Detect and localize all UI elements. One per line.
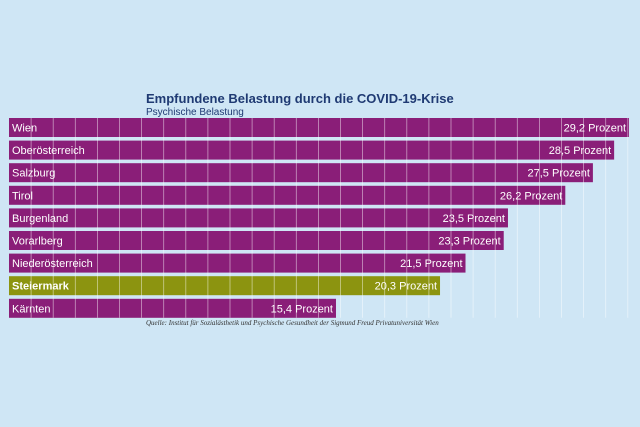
chart-title: Empfundene Belastung durch die COVID-19-…	[146, 91, 454, 106]
bars-group	[9, 118, 629, 318]
category-label-vorarlberg: Vorarlberg	[12, 236, 63, 248]
category-label-kaernten: Kärnten	[12, 303, 51, 315]
gridlines-group	[30, 118, 629, 318]
bar-burgenland	[9, 208, 508, 228]
value-label-wien: 29,2 Prozent	[564, 123, 626, 135]
value-label-niederoesterreich: 21,5 Prozent	[400, 258, 462, 270]
value-label-oberoesterreich: 28,5 Prozent	[549, 145, 611, 157]
category-label-burgenland: Burgenland	[12, 213, 68, 225]
chart-subtitle: Psychische Belastung	[146, 107, 244, 118]
source-note: Quelle: Institut für Sozialästhetik und …	[146, 319, 439, 327]
category-label-oberoesterreich: Oberösterreich	[12, 145, 85, 157]
category-label-niederoesterreich: Niederösterreich	[12, 258, 93, 270]
bar-wien	[9, 118, 629, 137]
bar-tirol	[9, 185, 566, 205]
value-label-burgenland: 23,5 Prozent	[443, 213, 505, 225]
category-label-wien: Wien	[12, 123, 37, 135]
category-label-salzburg: Salzburg	[12, 168, 55, 180]
value-label-kaernten: 15,4 Prozent	[271, 303, 333, 315]
category-label-tirol: Tirol	[12, 190, 33, 202]
bar-steiermark	[9, 276, 441, 296]
bar-vorarlberg	[9, 231, 504, 250]
value-label-steiermark: 20,3 Prozent	[375, 281, 437, 293]
bar-salzburg	[9, 163, 593, 183]
bar-niederoesterreich	[9, 253, 466, 273]
value-label-tirol: 26,2 Prozent	[500, 190, 562, 202]
value-label-vorarlberg: 23,3 Prozent	[438, 236, 500, 248]
value-label-salzburg: 27,5 Prozent	[528, 168, 590, 180]
bar-kaernten	[9, 298, 336, 318]
bar-oberoesterreich	[9, 140, 615, 160]
category-label-steiermark: Steiermark	[12, 281, 70, 293]
labels-group: Wien 29,2 Prozent Oberösterreich 28,5 Proze…	[12, 123, 626, 316]
